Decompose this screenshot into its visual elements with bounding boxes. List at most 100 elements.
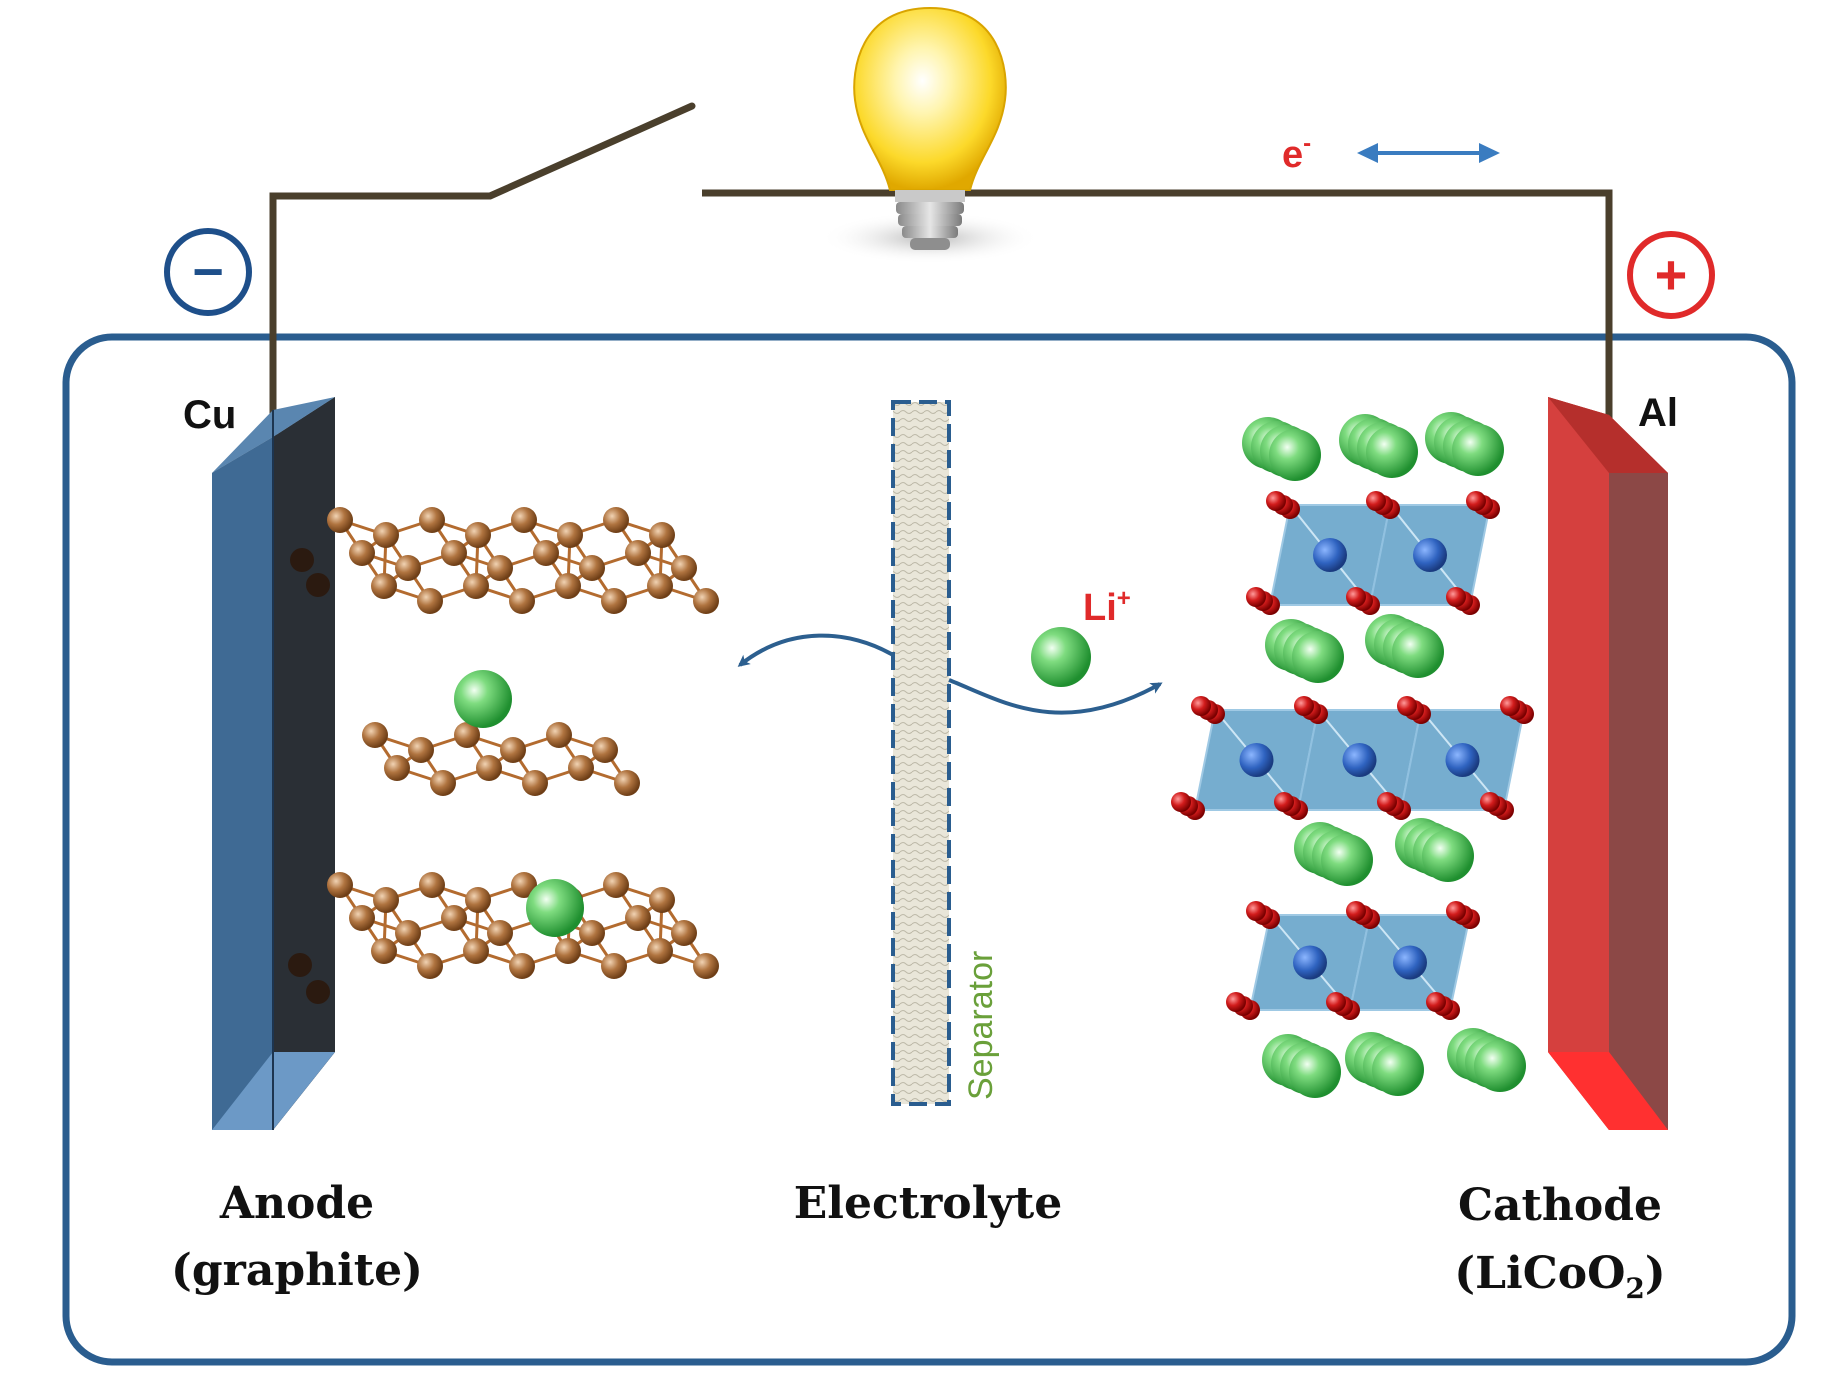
carbon-atom [546, 722, 572, 748]
oxygen-atom [1500, 696, 1520, 716]
carbon-atom [579, 555, 605, 581]
carbon-atom [327, 872, 353, 898]
oxygen-atom [1226, 992, 1246, 1012]
separator-label: Separator [962, 951, 1000, 1100]
carbon-atom [441, 905, 467, 931]
carbon-atom [647, 938, 673, 964]
carbon-atom [509, 588, 535, 614]
cobalt-atom [1445, 743, 1480, 777]
carbon-atom [371, 573, 397, 599]
carbon-atom [649, 887, 675, 913]
lithium-column [1242, 417, 1321, 481]
oxygen-atom [1326, 992, 1346, 1012]
carbon-atom [288, 953, 312, 977]
carbon-atom [373, 522, 399, 548]
carbon-atom [693, 588, 719, 614]
carbon-atom [649, 522, 675, 548]
anode-current-collector [212, 397, 335, 1130]
oxygen-atom [1266, 491, 1286, 511]
carbon-atom [463, 938, 489, 964]
carbon-atom [419, 507, 445, 533]
coo6-octahedra-row [1226, 901, 1480, 1020]
oxygen-atom [1480, 792, 1500, 812]
carbon-atom [371, 938, 397, 964]
oxygen-atom [1171, 792, 1191, 812]
licoo2-structure [1171, 412, 1534, 1098]
carbon-atom [417, 588, 443, 614]
carbon-atom [603, 872, 629, 898]
carbon-atom [395, 920, 421, 946]
electron-label: e- [1282, 130, 1311, 176]
cobalt-atom [1239, 743, 1274, 777]
cathode-collector-label: Al [1638, 391, 1678, 435]
carbon-atom [511, 507, 537, 533]
carbon-atom [511, 872, 537, 898]
carbon-atom [522, 770, 548, 796]
carbon-atom [671, 920, 697, 946]
oxygen-atom [1191, 696, 1211, 716]
coo6-octahedra-row [1171, 696, 1534, 820]
carbon-atom [349, 540, 375, 566]
svg-text:−: − [192, 242, 224, 302]
carbon-atom [408, 737, 434, 763]
carbon-atom [603, 507, 629, 533]
oxygen-atom [1446, 901, 1466, 921]
ion-flow-arrow-right [948, 678, 1163, 715]
carbon-atom [487, 555, 513, 581]
carbon-atom [625, 905, 651, 931]
lithium-column [1294, 822, 1373, 886]
lithium-column [1339, 414, 1418, 478]
positive-terminal-icon: + [1627, 231, 1715, 319]
carbon-atom [557, 522, 583, 548]
oxygen-atom [1274, 792, 1294, 812]
anode-title: Anode [219, 1178, 374, 1229]
carbon-atom [306, 980, 330, 1004]
lithium-column [1425, 412, 1504, 476]
oxygen-atom [1294, 696, 1314, 716]
light-bulb-icon [820, 6, 1040, 264]
open-switch-icon [486, 102, 696, 200]
carbon-atom [476, 755, 502, 781]
carbon-atom [592, 737, 618, 763]
cobalt-atom [1413, 538, 1447, 572]
carbon-atom [625, 540, 651, 566]
carbon-atom [290, 548, 314, 572]
carbon-atom [614, 770, 640, 796]
oxygen-atom [1446, 587, 1466, 607]
oxygen-atom [1466, 491, 1486, 511]
carbon-atom [555, 938, 581, 964]
oxygen-atom [1246, 901, 1266, 921]
oxygen-atom [1246, 587, 1266, 607]
carbon-atom [327, 507, 353, 533]
cobalt-atom [1293, 945, 1327, 980]
carbon-atom [533, 540, 559, 566]
lithium-column [1262, 1034, 1341, 1098]
carbon-atom [395, 555, 421, 581]
svg-text:+: + [1655, 243, 1688, 306]
graphite-layer [327, 507, 719, 614]
oxygen-atom [1397, 696, 1417, 716]
carbon-atom [601, 953, 627, 979]
lithium-column [1345, 1032, 1424, 1096]
carbon-atom [509, 953, 535, 979]
carbon-atom [500, 737, 526, 763]
carbon-atom [349, 905, 375, 931]
oxygen-atom [1346, 587, 1366, 607]
double-arrow-icon [1357, 143, 1500, 163]
lithium-column [1447, 1028, 1526, 1092]
carbon-atom [555, 573, 581, 599]
lithium-ion [1031, 627, 1091, 687]
carbon-atom [487, 920, 513, 946]
carbon-atom [465, 887, 491, 913]
carbon-atom [568, 755, 594, 781]
oxygen-atom [1366, 491, 1386, 511]
oxygen-atom [1346, 901, 1366, 921]
carbon-atom [454, 722, 480, 748]
cobalt-atom [1393, 945, 1427, 980]
oxygen-atom [1426, 992, 1446, 1012]
lithium-atom [454, 670, 512, 728]
cathode-current-collector [1548, 397, 1668, 1130]
cathode-title: Cathode [1458, 1180, 1662, 1231]
external-circuit [269, 102, 1613, 437]
